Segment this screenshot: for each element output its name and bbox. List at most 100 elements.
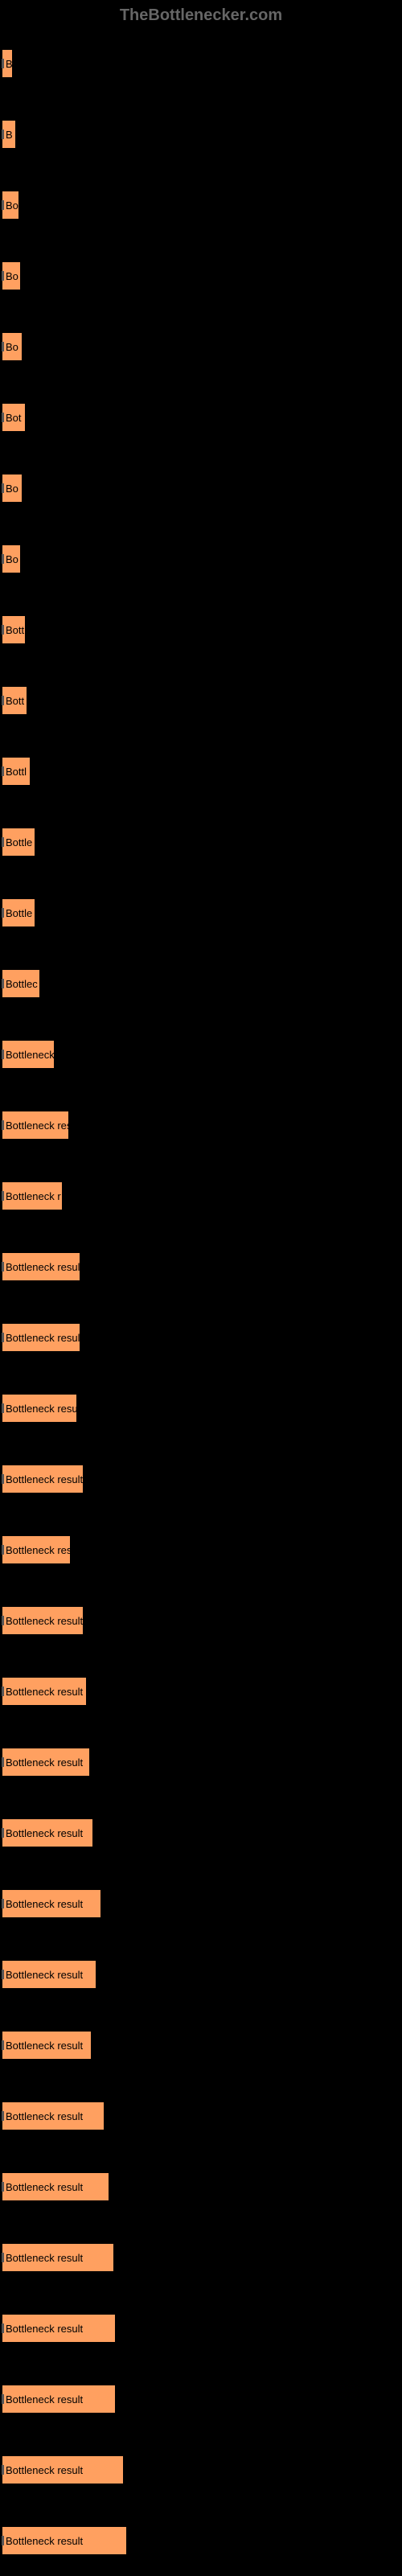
bar-label: Bottleneck result bbox=[6, 2252, 83, 2264]
axis-tick bbox=[2, 2536, 4, 2545]
bar-label: Bottleneck result bbox=[6, 2535, 83, 2547]
chart-row: Bottleneck r bbox=[0, 1161, 402, 1231]
bar: Bottleneck res bbox=[2, 1535, 71, 1564]
bar: Bottle bbox=[2, 828, 35, 857]
bar: Bot bbox=[2, 403, 26, 432]
axis-tick bbox=[2, 413, 4, 422]
chart-row: Bottle bbox=[0, 877, 402, 948]
bar-label: Bottleneck result bbox=[6, 2040, 83, 2052]
bar: Bottleneck result bbox=[2, 2101, 105, 2130]
axis-tick bbox=[2, 2111, 4, 2121]
axis-tick bbox=[2, 2253, 4, 2262]
bar: Bottleneck result bbox=[2, 2314, 116, 2343]
chart-area: B B Bo Bo Bo Bot Bo Bo Bott Bott Bottl Bottle Bottle… bbox=[0, 28, 402, 2576]
bar: Bottleneck r bbox=[2, 1181, 63, 1210]
bar: Bo bbox=[2, 474, 23, 503]
bar-label: Bottleneck result bbox=[6, 1827, 83, 1839]
chart-row: B bbox=[0, 28, 402, 99]
bar-label: Bo bbox=[6, 270, 18, 282]
chart-row: Bottleneck result bbox=[0, 2010, 402, 2081]
bar: Bottleneck result bbox=[2, 1889, 101, 1918]
bar-label: Bott bbox=[6, 624, 24, 636]
chart-row: Bottleneck result bbox=[0, 1939, 402, 2010]
bar: Bottleneck result bbox=[2, 1818, 93, 1847]
bar: Bottleneck result bbox=[2, 2031, 92, 2060]
axis-tick bbox=[2, 1050, 4, 1059]
chart-row: Bottleneck result bbox=[0, 2434, 402, 2505]
axis-tick bbox=[2, 1687, 4, 1696]
bar-label: Bottleneck result bbox=[6, 1332, 80, 1344]
bar: Bottleneck result bbox=[2, 1960, 96, 1989]
bar: Bottl bbox=[2, 757, 31, 786]
axis-tick bbox=[2, 1828, 4, 1838]
bar: Bottleneck result bbox=[2, 2385, 116, 2414]
chart-row: Bot bbox=[0, 382, 402, 453]
axis-tick bbox=[2, 1970, 4, 1979]
bar: Bottleneck result bbox=[2, 1252, 80, 1281]
watermark-text: TheBottlenecker.com bbox=[0, 0, 402, 28]
chart-row: Bottleneck result bbox=[0, 1727, 402, 1797]
bar-label: Bottleneck result bbox=[6, 1898, 83, 1910]
chart-row: Bottleneck result bbox=[0, 2293, 402, 2364]
axis-tick bbox=[2, 908, 4, 918]
bar-label: Bottleneck result bbox=[6, 1686, 83, 1698]
bar-label: Bo bbox=[6, 553, 18, 565]
chart-row: Bott bbox=[0, 594, 402, 665]
axis-tick bbox=[2, 766, 4, 776]
bar: Bottleneck result bbox=[2, 2526, 127, 2555]
bar: Bottleneck result bbox=[2, 2243, 114, 2272]
bar: Bo bbox=[2, 332, 23, 361]
bar: Bo bbox=[2, 544, 21, 573]
axis-tick bbox=[2, 625, 4, 635]
bar: Bottleneck result bbox=[2, 1465, 84, 1493]
chart-row: Bo bbox=[0, 240, 402, 311]
bar: Bottle bbox=[2, 898, 35, 927]
axis-tick bbox=[2, 1474, 4, 1484]
bar: Bottleneck result bbox=[2, 1323, 80, 1352]
chart-row: Bottleneck bbox=[0, 1019, 402, 1090]
bar-label: B bbox=[6, 58, 13, 70]
chart-row: Bottleneck result bbox=[0, 2151, 402, 2222]
chart-row: Bottleneck result bbox=[0, 1797, 402, 1868]
bar-label: Bottleneck bbox=[6, 1049, 55, 1061]
axis-tick bbox=[2, 1262, 4, 1272]
chart-row: Bottleneck result bbox=[0, 2364, 402, 2434]
axis-tick bbox=[2, 129, 4, 139]
axis-tick bbox=[2, 1403, 4, 1413]
axis-tick bbox=[2, 696, 4, 705]
chart-row: Bo bbox=[0, 524, 402, 594]
bar-label: Bottleneck result bbox=[6, 1615, 83, 1627]
bar-label: Bottleneck result bbox=[6, 2323, 83, 2335]
chart-row: Bottlec bbox=[0, 948, 402, 1019]
axis-tick bbox=[2, 837, 4, 847]
bar-label: B bbox=[6, 129, 13, 141]
bar: Bottleneck resul bbox=[2, 1394, 77, 1423]
bar-label: Bottleneck res bbox=[6, 1120, 69, 1132]
axis-tick bbox=[2, 59, 4, 68]
axis-tick bbox=[2, 2323, 4, 2333]
chart-row: Bottleneck result bbox=[0, 2081, 402, 2151]
bar-label: Bottleneck result bbox=[6, 2464, 83, 2476]
bar-label: Bottleneck result bbox=[6, 1261, 80, 1273]
bar-label: Bottleneck result bbox=[6, 2110, 83, 2122]
chart-row: Bott bbox=[0, 665, 402, 736]
axis-tick bbox=[2, 271, 4, 281]
axis-tick bbox=[2, 1899, 4, 1908]
bar: Bott bbox=[2, 615, 26, 644]
axis-tick bbox=[2, 1545, 4, 1555]
chart-row: Bottleneck result bbox=[0, 2505, 402, 2576]
bar-label: Bottl bbox=[6, 766, 27, 778]
bar: Bottleneck result bbox=[2, 2455, 124, 2484]
bar: Bo bbox=[2, 191, 19, 220]
bar-label: Bo bbox=[6, 483, 18, 495]
bar: Bo bbox=[2, 261, 21, 290]
chart-row: Bottleneck res bbox=[0, 1090, 402, 1161]
bar-label: Bottleneck r bbox=[6, 1190, 61, 1202]
axis-tick bbox=[2, 1120, 4, 1130]
bar-label: Bottleneck result bbox=[6, 1473, 83, 1485]
axis-tick bbox=[2, 554, 4, 564]
axis-tick bbox=[2, 2182, 4, 2192]
bar-label: Bott bbox=[6, 695, 24, 707]
bar-label: Bottlec bbox=[6, 978, 38, 990]
bar: Bottleneck bbox=[2, 1040, 55, 1069]
